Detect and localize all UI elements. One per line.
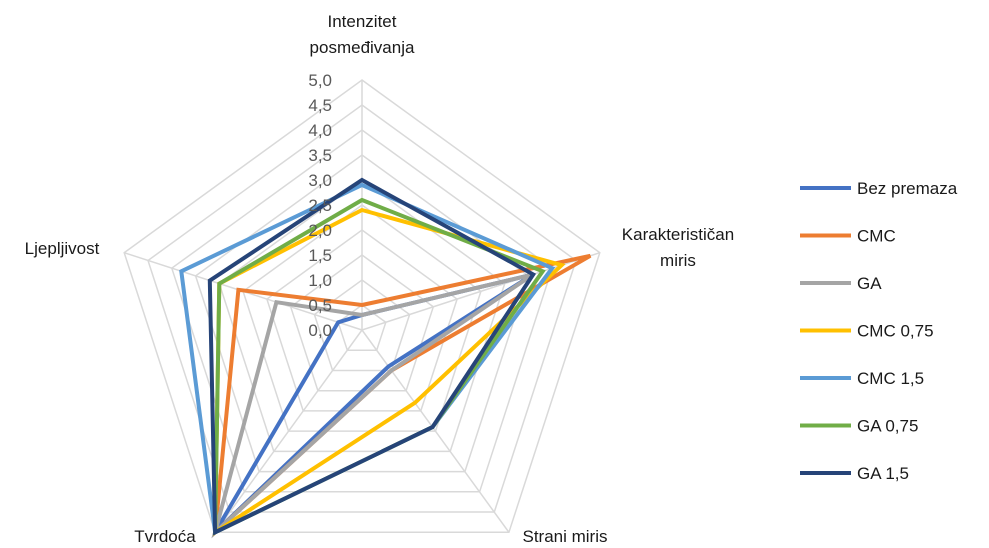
series-line-1 [212, 253, 592, 538]
tick-label: 0,0 [308, 321, 332, 340]
axis-label-line: Strani miris [522, 527, 607, 546]
tick-label: 0,5 [308, 296, 332, 315]
axis-label-3: Tvrdoća [134, 527, 196, 546]
radar-spoke [361, 329, 510, 533]
tick-label: 2,0 [308, 221, 332, 240]
axis-label-line: posmeđivanja [310, 38, 415, 57]
chart-legend: Bez premaza CMC GA CMC 0,75 CMC 1,5 GA 0,75 GA… [800, 179, 958, 483]
tick-label: 1,5 [308, 246, 332, 265]
axis-label-line: Tvrdoća [134, 527, 196, 546]
axis-label-line: Karakterističan [622, 225, 734, 244]
axis-label-line: Intenzitet [328, 12, 397, 31]
radar-series [179, 177, 592, 539]
legend-label-0: Bez premaza [857, 179, 958, 198]
grid-ring [170, 129, 554, 493]
legend-label-6: GA 1,5 [857, 464, 909, 483]
legend-label-1: CMC [857, 227, 896, 246]
radar-tick-labels: 0,0 0,5 1,0 1,5 2,0 2,5 3,0 3,5 4,0 4,5 5,0 [308, 71, 332, 340]
tick-label: 3,5 [308, 146, 332, 165]
axis-label-2: Strani miris [522, 527, 607, 546]
series-line-2 [211, 272, 535, 539]
series-line-5 [213, 197, 546, 536]
legend-label-5: GA 0,75 [857, 417, 918, 436]
axis-label-1: Karakterističan miris [622, 225, 734, 270]
radar-axis-labels: Intenzitet posmeđivanja Karakterističan mir… [25, 12, 735, 546]
tick-label: 1,0 [308, 271, 332, 290]
axis-label-4: Ljepljivost [25, 239, 100, 258]
grid-ring [242, 204, 482, 432]
legend-label-4: CMC 1,5 [857, 369, 924, 388]
tick-label: 4,5 [308, 96, 332, 115]
grid-ring [218, 179, 506, 453]
tick-label: 4,0 [308, 121, 332, 140]
series-line-6 [207, 177, 537, 536]
tick-label: 2,5 [308, 196, 332, 215]
axis-label-0: Intenzitet posmeđivanja [310, 12, 415, 57]
grid-ring [147, 104, 577, 513]
series-line-4 [179, 182, 556, 536]
axis-label-line: miris [660, 251, 696, 270]
axis-label-line: Ljepljivost [25, 239, 100, 258]
tick-label: 3,0 [308, 171, 332, 190]
tick-label: 5,0 [308, 71, 332, 90]
legend-label-2: GA [857, 274, 882, 293]
radar-spoke [214, 329, 363, 533]
grid-ring [123, 79, 601, 534]
legend-label-3: CMC 0,75 [857, 322, 934, 341]
